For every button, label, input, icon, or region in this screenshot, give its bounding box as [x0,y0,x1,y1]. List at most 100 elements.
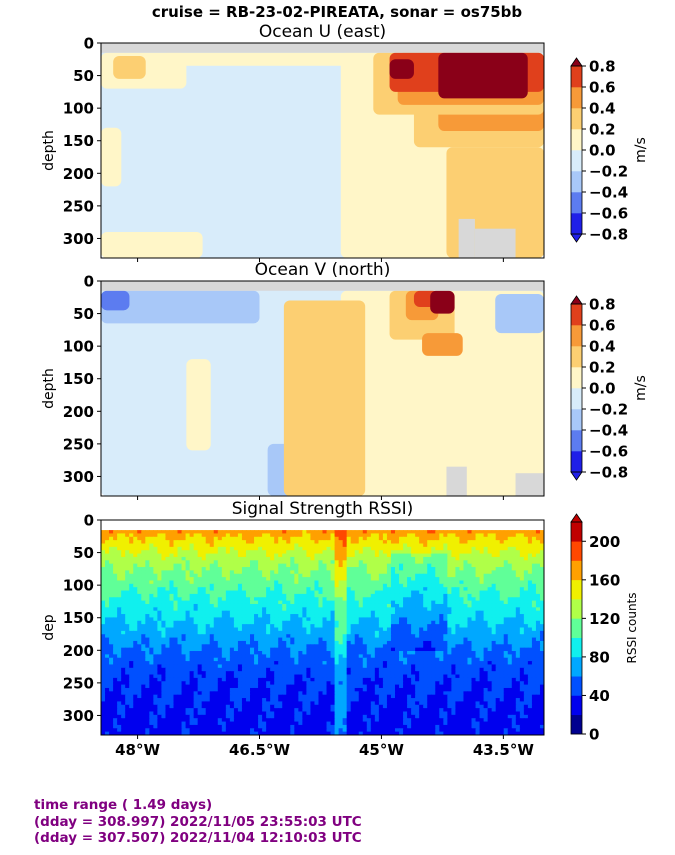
rssi-cell [491,627,497,632]
rssi-cell [403,617,408,622]
rssi-cell [338,620,344,625]
rssi-cell [165,624,171,629]
rssi-cell [443,593,448,598]
rssi-cell [358,553,364,558]
rssi-cell [294,536,299,541]
rssi-cell [358,634,364,639]
rssi-cell [141,536,146,541]
rssi-cell [113,614,118,619]
rssi-cell [411,627,416,632]
rssi-cell [491,664,497,669]
rssi-cell [346,593,352,598]
rssi-cell [322,607,328,612]
rssi-cell [181,627,187,632]
rssi-cell [149,546,154,551]
rssi-cell [451,651,456,655]
rssi-cell [435,546,440,551]
rssi-cell [197,640,203,645]
rssi-cell [431,550,436,555]
rssi-cell [515,671,521,676]
rssi-cell [407,540,412,545]
rssi-cell [374,583,380,588]
rssi-cell [411,651,416,655]
rssi-cell [197,593,203,598]
rssi-cell [241,570,247,575]
rssi-cell [451,657,456,662]
rssi-cell [310,607,316,612]
rssi-cell [302,587,307,592]
rssi-cell [483,614,489,619]
rssi-cell [213,573,219,578]
y-tick-label: 150 [63,132,94,150]
rssi-cell [213,630,219,635]
rssi-cell [109,533,114,538]
rssi-cell [527,577,533,582]
rssi-cell [274,580,279,585]
rssi-cell [109,583,114,588]
rssi-cell [487,540,493,545]
rssi-cell [233,654,239,659]
rssi-cell [374,573,380,578]
rssi-cell [274,630,279,635]
rssi-cell [411,590,416,595]
rssi-cell [314,590,320,595]
rssi-cell [125,546,130,551]
rssi-cell [531,644,537,649]
rssi-cell [419,553,424,558]
rssi-cell [137,617,142,622]
rssi-cell [101,587,106,592]
rssi-cell [113,540,118,545]
rssi-cell [141,543,146,548]
rssi-cell [133,563,138,568]
rssi-cell [338,550,344,555]
rssi-cell [237,614,243,619]
rssi-cell [197,567,203,571]
rssi-cell [217,536,223,541]
rssi-cell [399,533,404,538]
rssi-cell [358,563,364,568]
rssi-cell [153,553,158,558]
rssi-cell [245,617,251,622]
rssi-cell [535,630,541,635]
rssi-cell [495,651,501,655]
rssi-cell [487,583,493,588]
rssi-cell [399,674,404,679]
rssi-cell [487,620,493,625]
rssi-cell [121,651,126,655]
rssi-cell [237,530,243,535]
rssi-cell [169,570,175,575]
rssi-cell [133,556,138,561]
rssi-cell [201,654,207,659]
rssi-cell [427,590,432,595]
rssi-cell [403,597,408,602]
rssi-cell [185,661,191,666]
rssi-cell [386,567,392,571]
rssi-cell [233,543,239,548]
rssi-cell [306,661,312,666]
rssi-cell [495,634,501,639]
rssi-cell [322,570,328,575]
rssi-cell [205,624,211,629]
rssi-cell [262,577,267,582]
rssi-cell [447,674,452,679]
rssi-cell [181,637,187,642]
rssi-cell [245,570,251,575]
rssi-cell [431,540,436,545]
rssi-cell [435,556,440,561]
rssi-cell [205,600,211,605]
rssi-cell [511,654,517,659]
rssi-cell [165,637,171,642]
rssi-cell [399,540,404,545]
rssi-cell [274,530,279,535]
rssi-cell [286,627,291,632]
rssi-cell [318,637,324,642]
rssi-cell [217,647,223,652]
rssi-cell [330,563,336,568]
rssi-cell [362,647,368,652]
rssi-cell [499,587,505,592]
rssi-cell [435,664,440,669]
rssi-cell [213,671,219,676]
rssi-cell [471,603,477,608]
rssi-cell [491,657,497,662]
rssi-cell [125,651,130,655]
